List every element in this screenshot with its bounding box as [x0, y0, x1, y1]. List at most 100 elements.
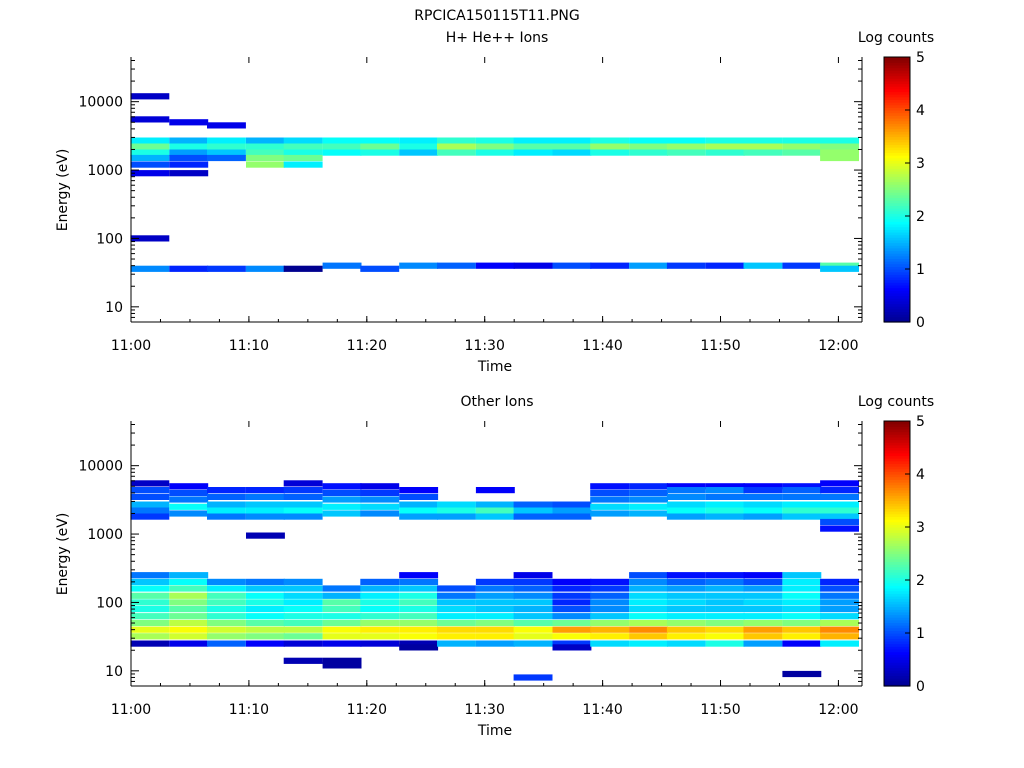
heatmap-cell — [207, 149, 246, 156]
colorbar-segment — [884, 524, 910, 528]
heatmap-cell — [820, 585, 859, 592]
heatmap-cell — [782, 572, 822, 579]
heatmap-cell — [666, 633, 706, 640]
heatmap-cell — [169, 489, 209, 496]
heatmap-cell — [207, 154, 246, 162]
x-tick-label: 11:40 — [582, 338, 622, 354]
colorbar-segment — [884, 633, 910, 637]
colorbar-segment — [884, 622, 910, 626]
colorbar-segment — [884, 678, 910, 682]
heatmap-cell — [513, 626, 553, 633]
heatmap-cell — [513, 262, 553, 269]
heatmap-cell — [207, 613, 246, 620]
heatmap-cell — [169, 483, 209, 490]
heatmap-cell — [207, 578, 246, 585]
colorbar-segment — [884, 672, 910, 676]
heatmap-cell — [475, 143, 515, 150]
colorbar-segment — [884, 444, 910, 449]
heatmap-cell — [130, 487, 170, 494]
heatmap-cell — [820, 154, 859, 162]
colorbar-segment — [884, 284, 910, 289]
heatmap-cell — [169, 510, 209, 517]
colorbar-segment — [884, 263, 910, 267]
heatmap-cell — [322, 613, 362, 620]
heatmap-cell — [552, 640, 592, 647]
heatmap-cell — [207, 585, 246, 592]
y-tick-label: 100 — [96, 231, 123, 247]
heatmap-cell — [629, 578, 668, 585]
colorbar-segment — [884, 436, 910, 441]
heatmap-cell — [475, 137, 515, 144]
heatmap-cell — [322, 496, 362, 503]
colorbar-segment — [884, 458, 910, 462]
colorbar-segment — [884, 271, 910, 275]
heatmap-cell — [666, 626, 706, 633]
heatmap-cell — [360, 143, 400, 150]
heatmap-cell — [513, 507, 553, 514]
heatmap-cell — [552, 507, 592, 514]
colorbar-segment — [884, 505, 910, 510]
heatmap-cell — [590, 606, 630, 613]
heatmap-cell — [283, 480, 323, 487]
colorbar-segment — [884, 603, 910, 608]
heatmap-cell — [322, 626, 362, 633]
colorbar-segment — [884, 585, 910, 589]
heatmap-cell — [207, 143, 246, 150]
colorbar-segment — [884, 266, 910, 270]
colorbar-segment — [884, 213, 910, 217]
heatmap-cell — [820, 149, 859, 156]
heatmap-cell — [169, 606, 209, 613]
heatmap-cell — [246, 265, 285, 272]
heatmap-cell — [820, 480, 859, 487]
colorbar-segment — [884, 466, 910, 470]
heatmap-cell — [666, 507, 706, 514]
heatmap-cell — [705, 493, 745, 500]
heatmap-cell — [246, 613, 285, 620]
heatmap-cell — [513, 149, 553, 156]
heatmap-cell — [590, 599, 630, 606]
heatmap-cell — [782, 599, 822, 606]
heatmap-cell — [552, 633, 592, 640]
colorbar-segment — [884, 564, 910, 568]
heatmap-cell — [666, 613, 706, 620]
heatmap-cell — [475, 613, 515, 620]
heatmap-cell — [782, 670, 822, 678]
colorbar-segment — [884, 667, 910, 671]
colorbar-segment — [884, 144, 910, 148]
colorbar-segment — [884, 638, 910, 642]
heatmap-cell — [552, 137, 592, 144]
heatmap-cell — [360, 265, 400, 272]
colorbar-segment — [884, 269, 910, 273]
heatmap-cell — [629, 606, 668, 613]
colorbar-segment — [884, 168, 910, 172]
heatmap-cell — [743, 640, 783, 647]
heatmap-cell — [437, 585, 476, 592]
colorbar-segment — [884, 569, 910, 573]
colorbar-segment — [884, 152, 910, 156]
heatmap-cell — [169, 585, 209, 592]
heatmap-cell — [360, 510, 400, 517]
colorbar-segment — [884, 481, 910, 486]
heatmap-cell — [399, 507, 439, 514]
colorbar-segment — [884, 292, 910, 297]
colorbar-segment — [884, 306, 910, 310]
heatmap-cell — [782, 507, 822, 514]
heatmap-cell — [169, 578, 209, 585]
heatmap-cell — [475, 640, 515, 647]
heatmap-cell — [246, 487, 285, 494]
x-tick-label: 12:00 — [818, 702, 858, 718]
heatmap-cell — [743, 585, 783, 592]
colorbar-segment — [884, 500, 910, 504]
heatmap-cell — [246, 585, 285, 592]
colorbar-segment — [884, 664, 910, 669]
heatmap-cell — [705, 513, 745, 520]
heatmap-cell — [130, 480, 170, 487]
heatmap-cell — [283, 265, 323, 272]
heatmap-cell — [705, 619, 745, 627]
heatmap-cell — [246, 161, 285, 168]
plot-axes: 11:00 11:10 11:20 11:30 11:40 11:50 12:00 10 100… — [78, 421, 863, 718]
heatmap-cell — [705, 592, 745, 599]
heatmap-cell — [246, 513, 285, 520]
heatmap-cell — [666, 619, 706, 627]
heatmap-cell — [743, 483, 783, 490]
